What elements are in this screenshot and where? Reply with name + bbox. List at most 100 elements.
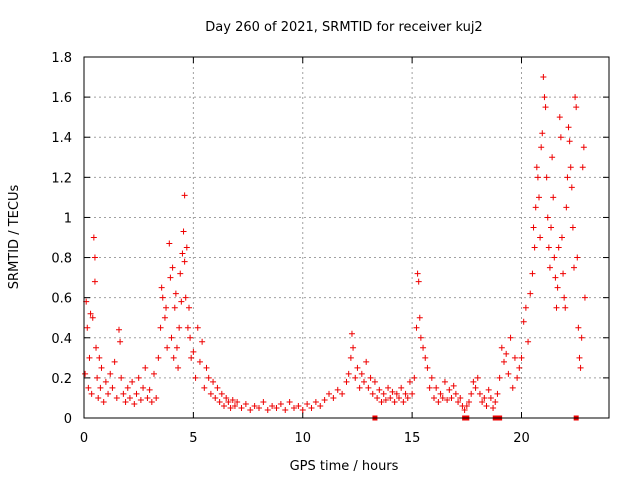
data-point	[533, 164, 540, 171]
data-point	[175, 364, 182, 371]
data-point	[155, 354, 162, 361]
data-point	[546, 264, 553, 271]
data-point	[84, 324, 91, 331]
data-point	[542, 104, 549, 111]
data-point	[82, 370, 89, 377]
data-point	[207, 390, 214, 397]
data-point	[382, 396, 389, 403]
data-point	[183, 244, 190, 251]
data-point	[354, 364, 361, 371]
data-point	[94, 374, 101, 381]
data-point	[555, 244, 562, 251]
data-point	[554, 284, 561, 291]
data-point	[158, 284, 165, 291]
data-point	[144, 394, 151, 401]
data-point	[558, 234, 565, 241]
data-point	[485, 386, 492, 393]
axis-ticks	[83, 56, 609, 419]
y-tick-label: 0.8	[51, 252, 72, 267]
data-point	[548, 224, 555, 231]
data-point	[503, 350, 510, 357]
data-point	[539, 130, 546, 137]
data-point	[505, 370, 512, 377]
data-point	[413, 324, 420, 331]
data-point	[214, 384, 221, 391]
y-tick-label: 1.2	[51, 171, 72, 186]
data-point	[534, 174, 541, 181]
data-point	[461, 406, 468, 413]
data-point	[196, 358, 203, 365]
data-point	[520, 318, 527, 325]
data-point	[227, 404, 234, 411]
data-point	[131, 400, 138, 407]
data-point	[91, 278, 98, 285]
data-point	[116, 326, 122, 333]
data-point	[450, 382, 457, 389]
data-point	[177, 270, 184, 277]
data-point	[563, 204, 570, 211]
data-point	[167, 274, 174, 281]
data-point	[433, 384, 440, 391]
y-tick-label: 0.4	[51, 332, 72, 347]
data-point	[348, 330, 355, 337]
data-point	[129, 378, 136, 385]
data-point	[516, 364, 523, 371]
data-point	[180, 228, 187, 235]
data-point	[356, 384, 363, 391]
data-point	[291, 404, 297, 411]
data-point	[159, 294, 166, 301]
data-point	[409, 390, 416, 397]
data-point	[334, 386, 341, 393]
y-tick-label: 0.6	[51, 292, 72, 307]
data-point	[552, 274, 559, 281]
data-point	[256, 404, 262, 411]
data-point	[172, 290, 179, 297]
data-point	[352, 374, 359, 381]
data-point	[151, 370, 157, 377]
data-point	[105, 390, 112, 397]
plot-frame	[83, 56, 610, 419]
chart-title: Day 260 of 2021, SRMTID for receiver kuj…	[205, 20, 482, 35]
data-point	[376, 386, 383, 393]
data-point	[170, 354, 177, 361]
data-point	[498, 344, 505, 351]
data-point	[444, 396, 451, 403]
data-point	[190, 348, 197, 355]
data-point	[578, 334, 585, 341]
data-point	[416, 314, 423, 321]
data-point	[529, 270, 536, 277]
data-point	[474, 374, 481, 381]
data-point	[358, 370, 365, 377]
data-point	[166, 240, 173, 247]
data-point	[247, 406, 254, 413]
data-point	[182, 294, 189, 301]
data-point	[509, 384, 516, 391]
data-point	[544, 214, 551, 221]
data-point	[93, 344, 100, 351]
data-point	[286, 398, 293, 405]
data-point	[562, 304, 569, 311]
data-point	[396, 394, 402, 401]
data-point	[417, 334, 424, 341]
data-point	[422, 354, 429, 361]
data-point	[414, 270, 421, 277]
data-point	[569, 224, 576, 231]
data-point	[426, 384, 433, 391]
data-point	[561, 294, 568, 301]
data-point	[404, 394, 411, 401]
data-point	[463, 402, 470, 409]
data-point	[238, 404, 245, 411]
data-point	[549, 154, 556, 161]
data-point	[378, 398, 385, 405]
data-point	[321, 396, 328, 403]
data-point	[282, 406, 289, 413]
data-point	[113, 394, 120, 401]
data-point	[87, 310, 94, 317]
data-point	[234, 398, 241, 405]
data-point	[560, 270, 567, 277]
data-point	[457, 394, 464, 401]
data-point	[295, 402, 302, 409]
data-point	[212, 394, 219, 401]
y-tick-label: 1.4	[51, 131, 72, 146]
data-point	[89, 314, 96, 321]
